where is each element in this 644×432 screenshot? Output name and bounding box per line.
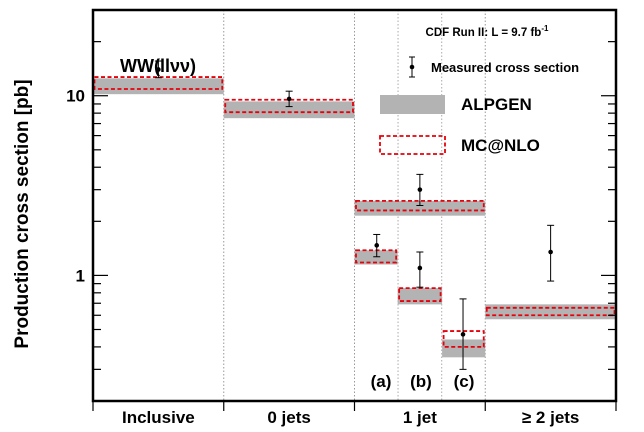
- alpgen-band: [442, 339, 486, 358]
- subbin-labels: (a) (b) (c): [371, 372, 475, 391]
- legend-label-measured: Measured cross section: [431, 60, 579, 75]
- legend: Measured cross section ALPGEN MC@NLO: [379, 56, 579, 155]
- subbin-label-b: (b): [410, 372, 432, 391]
- measured-point: [417, 265, 423, 271]
- measured-point: [286, 96, 292, 102]
- subbin-label-c: (c): [454, 372, 475, 391]
- mcnlo-box: [398, 287, 442, 302]
- chart-title-superscript: -1: [541, 24, 549, 33]
- x-category-label: 0 jets: [267, 408, 310, 427]
- alpgen-band: [223, 101, 355, 119]
- mcnlo-box: [224, 98, 354, 114]
- channel-label: WW(llνν): [120, 56, 196, 76]
- measured-point: [548, 249, 553, 255]
- x-category-label: 1 jet: [403, 408, 437, 427]
- mcnlo-box: [485, 306, 616, 317]
- alpgen-band: [354, 200, 486, 216]
- alpgen-band: [354, 250, 398, 265]
- measured-point: [156, 67, 161, 72]
- chart-title: CDF Run II: L = 9.7 fb-1: [426, 24, 549, 39]
- mcnlo-box: [355, 199, 485, 212]
- measured-point: [460, 332, 466, 337]
- y-tick-label: 10: [66, 87, 85, 106]
- x-category-label: ≥ 2 jets: [522, 408, 580, 427]
- bin-separators: [223, 10, 486, 401]
- mcnlo-box: [93, 76, 224, 90]
- alpgen-band: [93, 78, 224, 95]
- mcnlo-box: [442, 330, 485, 348]
- x-category-label: Inclusive: [122, 408, 195, 427]
- mcnlo-box: [355, 249, 398, 264]
- mcnlo-boxes: [93, 76, 616, 348]
- legend-label-alpgen: ALPGEN: [461, 95, 532, 114]
- legend-mcnlo-swatch: [379, 135, 446, 155]
- axis-ticks: [92, 9, 617, 411]
- subbin-label-a: (a): [371, 372, 392, 391]
- measured-point: [374, 243, 380, 248]
- measured-point: [417, 187, 423, 192]
- legend-alpgen-swatch: [380, 95, 445, 114]
- y-tick-label: 1: [76, 266, 85, 285]
- chart-title-main: CDF Run II: L = 9.7 fb: [426, 27, 542, 39]
- legend-point-marker: [409, 64, 415, 70]
- alpgen-band: [485, 304, 616, 320]
- measured-points: [154, 60, 555, 370]
- legend-label-mcnlo: MC@NLO: [461, 136, 540, 155]
- axis-labels: 1 10 Inclusive 0 jets 1 jet ≥ 2 jets: [66, 87, 579, 427]
- y-axis-title: Production cross section [pb]: [12, 79, 33, 348]
